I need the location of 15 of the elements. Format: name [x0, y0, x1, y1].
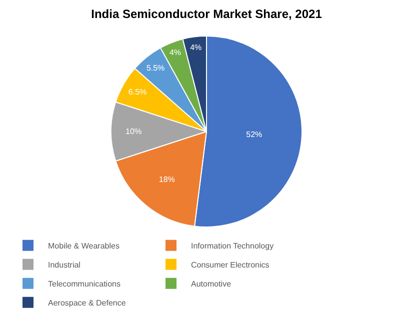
legend-label: Industrial — [48, 260, 81, 270]
chart-title: India Semiconductor Market Share, 2021 — [91, 7, 322, 22]
data-label: 18% — [158, 174, 175, 184]
data-label: 52% — [246, 130, 262, 139]
legend-label: Mobile & Wearables — [48, 241, 120, 250]
legend-label: Information Technology — [191, 241, 274, 250]
legend-label: Aerospace & Defence — [48, 298, 126, 308]
data-label: 4% — [190, 42, 202, 52]
legend-label: Consumer Electronics — [191, 260, 270, 270]
data-label: 5.5% — [146, 63, 165, 72]
legend-label: Automotive — [191, 279, 232, 288]
data-label: 4% — [169, 48, 182, 58]
data-label: 10% — [126, 127, 142, 136]
data-label: 6.5% — [128, 88, 147, 97]
legend-label: Telecommunications — [48, 279, 120, 288]
